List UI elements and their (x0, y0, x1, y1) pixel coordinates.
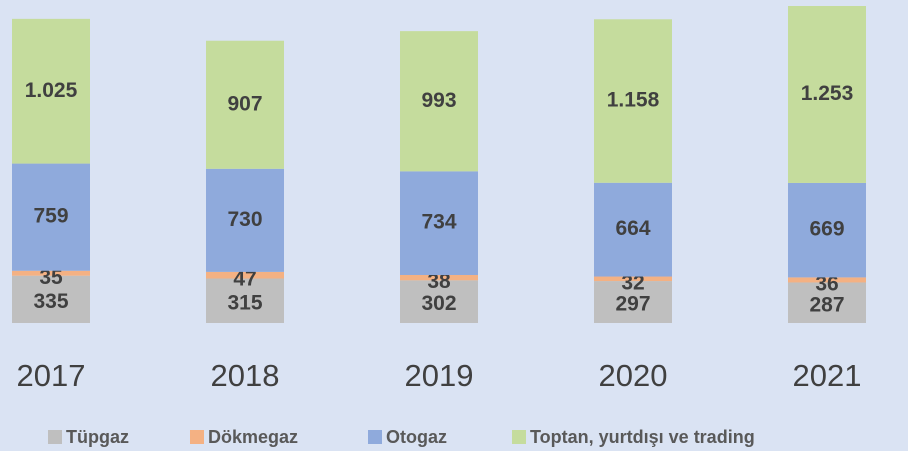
bar-segment (12, 163, 90, 271)
bar-segment (788, 182, 866, 278)
legend-label: Tüpgaz (66, 427, 129, 447)
value-label: 47 (233, 268, 256, 291)
value-label: 907 (227, 92, 262, 115)
bar-segment (12, 275, 90, 323)
bar-segment (594, 276, 672, 282)
value-label: 36 (815, 272, 838, 295)
bar-segment (206, 40, 284, 169)
bar-segment (594, 19, 672, 183)
value-label: 1.253 (801, 82, 854, 105)
x-tick-label: 2019 (405, 358, 474, 393)
value-label: 1.158 (607, 89, 660, 112)
value-label: 669 (809, 218, 844, 241)
value-label: 302 (421, 292, 456, 315)
bar-segment (400, 31, 478, 172)
bar-segment (400, 171, 478, 275)
bar-segment (400, 280, 478, 323)
value-label: 1.025 (25, 79, 78, 102)
legend-swatch (48, 430, 62, 444)
value-label: 664 (615, 217, 650, 240)
value-label: 297 (615, 293, 650, 316)
bar-segment (788, 6, 866, 183)
value-label: 335 (33, 290, 68, 313)
value-label: 35 (39, 266, 63, 289)
x-tick-label: 2018 (211, 358, 280, 393)
value-label: 730 (227, 208, 262, 231)
bar-segment (206, 271, 284, 279)
legend-label: Dökmegaz (208, 427, 298, 447)
legend-swatch (368, 430, 382, 444)
bar-segment (788, 277, 866, 283)
bar-segment (400, 274, 478, 281)
legend-label: Otogaz (386, 427, 447, 447)
bar-segment (12, 270, 90, 276)
value-label: 287 (809, 293, 844, 316)
x-tick-label: 2020 (599, 358, 668, 393)
value-label: 759 (33, 205, 68, 228)
value-label: 734 (421, 211, 456, 234)
bar-segment (594, 281, 672, 323)
bar-segment (12, 18, 90, 164)
value-label: 993 (421, 89, 456, 112)
legend-swatch (512, 430, 526, 444)
value-label: 32 (621, 271, 644, 294)
value-label: 38 (427, 270, 451, 293)
x-tick-label: 2021 (793, 358, 862, 393)
bar-segment (594, 182, 672, 277)
bar-segment (206, 168, 284, 272)
x-tick-label: 2017 (17, 358, 86, 393)
bar-segment (788, 282, 866, 323)
legend-label: Toptan, yurtdışı ve trading (530, 427, 755, 447)
bar-segment (206, 278, 284, 323)
value-label: 315 (227, 291, 262, 314)
legend-swatch (190, 430, 204, 444)
